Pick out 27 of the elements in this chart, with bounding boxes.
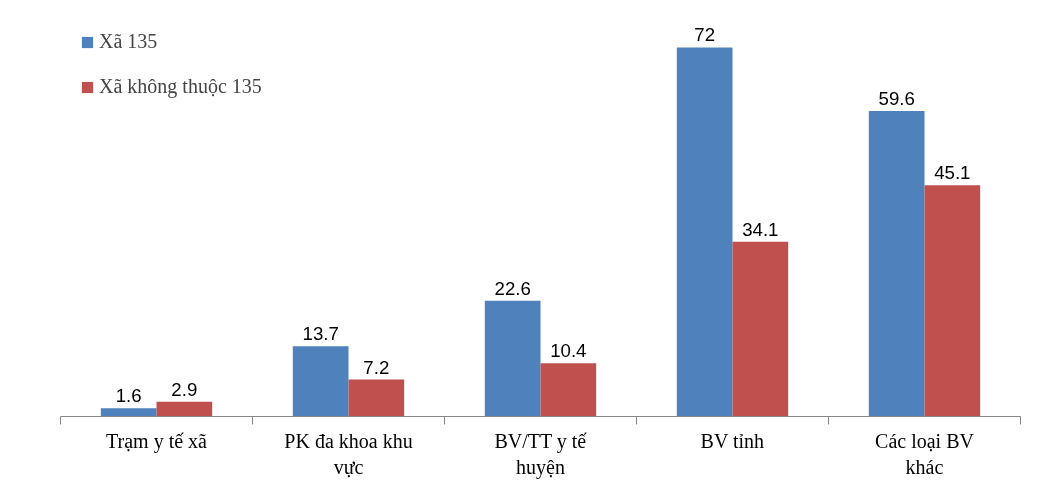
bar <box>156 401 213 417</box>
bar <box>732 241 789 417</box>
legend-label: Xã 135 <box>99 30 158 53</box>
data-label: 13.7 <box>302 323 339 345</box>
data-label: 45.1 <box>934 162 971 184</box>
data-label: 34.1 <box>742 218 779 240</box>
bar <box>868 110 925 417</box>
bar <box>348 379 405 417</box>
bar <box>100 408 157 417</box>
data-label: 2.9 <box>171 378 198 400</box>
x-tick-label: Các loại BV khác <box>875 429 975 478</box>
data-label: 59.6 <box>878 87 915 109</box>
bar <box>924 185 981 417</box>
data-label: 1.6 <box>115 385 142 407</box>
x-tick-label: PK đa khoa khu vực <box>284 429 413 478</box>
x-tick-label: BV tỉnh <box>700 429 765 452</box>
data-label: 72 <box>694 24 716 46</box>
bar <box>676 47 733 417</box>
data-label: 22.6 <box>494 277 531 299</box>
x-tick-label: Trạm y tế xã <box>106 429 208 453</box>
legend-label: Xã không thuộc 135 <box>99 75 262 98</box>
bar <box>540 363 597 417</box>
bar <box>484 300 541 417</box>
bar <box>292 346 349 417</box>
data-label: 7.2 <box>363 356 390 378</box>
x-tick-label: BV/TT y tế huyện <box>494 429 588 479</box>
data-label: 10.4 <box>550 340 587 362</box>
